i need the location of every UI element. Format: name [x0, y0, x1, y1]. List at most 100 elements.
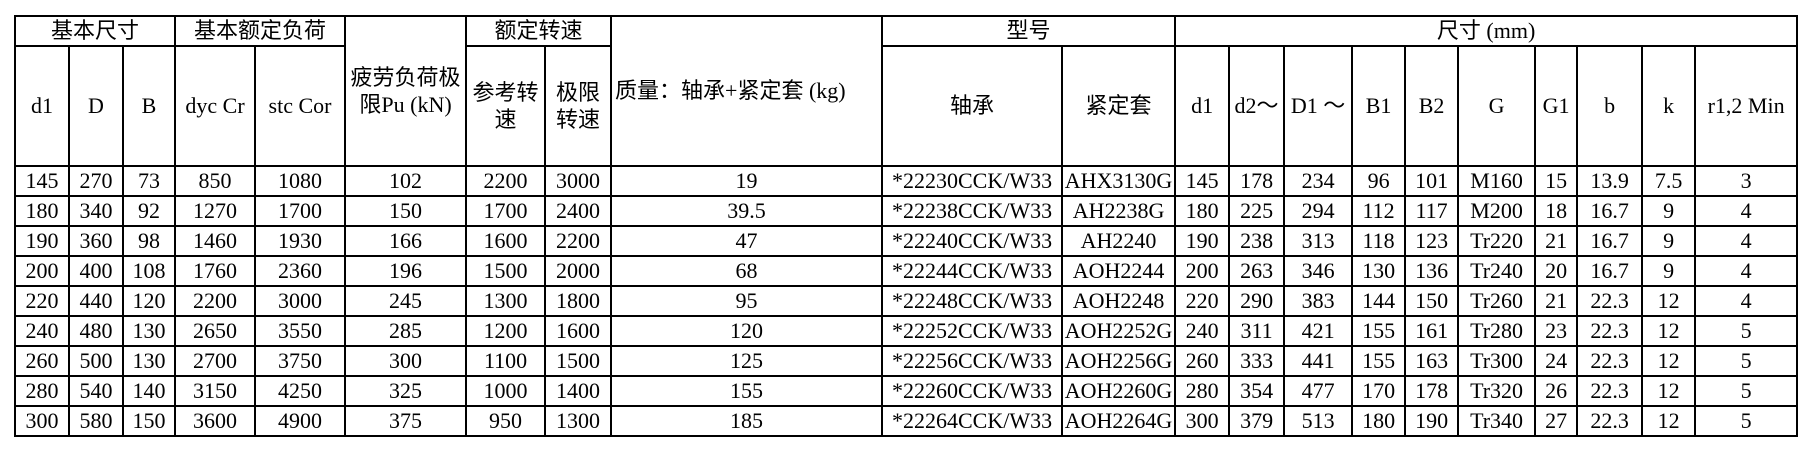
table-cell: 185 [610, 405, 884, 437]
table-cell: 12 [1641, 375, 1697, 407]
table-cell: 313 [1283, 225, 1354, 257]
table-cell: 4 [1694, 255, 1799, 287]
table-cell: 375 [344, 405, 468, 437]
table-cell: 263 [1228, 255, 1286, 287]
table-cell: 7.5 [1641, 165, 1697, 197]
table-cell: 22.3 [1576, 345, 1644, 377]
table-cell: 280 [1174, 375, 1231, 407]
table-cell: *22244CCK/W33 [881, 255, 1064, 287]
table-cell: 117 [1404, 195, 1460, 227]
table-cell: 12 [1641, 405, 1697, 437]
table-cell: 500 [68, 345, 124, 377]
table-cell: 13.9 [1576, 165, 1644, 197]
column-header: D [68, 45, 124, 167]
table-cell: 383 [1283, 285, 1354, 317]
table-cell: 12 [1641, 315, 1697, 347]
table-cell: 1080 [254, 165, 347, 197]
group-basic-dims: 基本尺寸 [13, 15, 177, 47]
table-cell: 4250 [254, 375, 347, 407]
table-cell: 850 [174, 165, 257, 197]
table-cell: *22256CCK/W33 [881, 345, 1064, 377]
table-row: 190 360 98 1460 1930 166 1600 2200 47 *22240CCK/W… [14, 225, 1799, 257]
table-cell: 1600 [544, 315, 613, 347]
table-cell: 1500 [544, 345, 613, 377]
table-cell: 238 [1228, 225, 1286, 257]
table-cell: 200 [1174, 255, 1231, 287]
table-cell: 1760 [174, 255, 257, 287]
table-row: 260 500 130 2700 3750 300 1100 1500 125 *22256CCK… [14, 345, 1799, 377]
table-cell: AH2238G [1061, 195, 1177, 227]
table-cell: 22.3 [1576, 315, 1644, 347]
table-cell: 360 [68, 225, 124, 257]
table-cell: 477 [1283, 375, 1354, 407]
table-cell: 2200 [544, 225, 613, 257]
table-cell: 5 [1694, 315, 1799, 347]
table-row: 180 340 92 1270 1700 150 1700 2400 39.5 *22238CCK… [14, 195, 1799, 227]
table-cell: 155 [610, 375, 884, 407]
table-cell: 270 [68, 165, 124, 197]
table-cell: 180 [14, 195, 70, 227]
table-cell: *22260CCK/W33 [881, 375, 1064, 407]
column-header: 参考转速 [465, 45, 547, 167]
table-cell: 150 [121, 405, 177, 437]
table-cell: 325 [344, 375, 468, 407]
column-header: k [1641, 45, 1697, 167]
table-cell: 5 [1694, 375, 1799, 407]
table-cell: 513 [1283, 405, 1354, 437]
table-cell: 4 [1694, 195, 1799, 227]
table-cell: 26 [1534, 375, 1579, 407]
table-cell: 2400 [544, 195, 613, 227]
table-cell: 190 [1404, 405, 1460, 437]
table-row: 300 580 150 3600 4900 375 950 1300 185 *22264CCK/… [14, 405, 1799, 437]
table-cell: 140 [121, 375, 177, 407]
table-cell: 5 [1694, 405, 1799, 437]
table-cell: Tr280 [1457, 315, 1537, 347]
table-cell: AH2240 [1061, 225, 1177, 257]
table-cell: 1200 [465, 315, 547, 347]
table-cell: 23 [1534, 315, 1579, 347]
table-cell: Tr240 [1457, 255, 1537, 287]
group-basic-load: 基本额定负荷 [174, 15, 347, 47]
table-cell: 294 [1283, 195, 1354, 227]
column-header: b [1576, 45, 1644, 167]
table-cell: 1270 [174, 195, 257, 227]
table-cell: 1100 [465, 345, 547, 377]
table-cell: 5 [1694, 345, 1799, 377]
table-cell: M200 [1457, 195, 1537, 227]
table-cell: 73 [121, 165, 177, 197]
table-cell: 150 [1404, 285, 1460, 317]
table-cell: 101 [1404, 165, 1460, 197]
table-cell: 20 [1534, 255, 1579, 287]
table-cell: 155 [1351, 345, 1407, 377]
table-cell: 285 [344, 315, 468, 347]
table-row: 240 480 130 2650 3550 285 1200 1600 120 *22252CCK… [14, 315, 1799, 347]
table-cell: *22264CCK/W33 [881, 405, 1064, 437]
table-cell: 95 [610, 285, 884, 317]
table-cell: 178 [1228, 165, 1286, 197]
column-header: D1 ～ [1283, 45, 1354, 167]
table-cell: 9 [1641, 195, 1697, 227]
table-cell: AOH2260G [1061, 375, 1177, 407]
table-cell: 950 [465, 405, 547, 437]
table-cell: 123 [1404, 225, 1460, 257]
table-cell: 112 [1351, 195, 1407, 227]
table-cell: 39.5 [610, 195, 884, 227]
table-cell: 16.7 [1576, 195, 1644, 227]
table-cell: AOH2244 [1061, 255, 1177, 287]
table-cell: 190 [14, 225, 70, 257]
table-cell: 21 [1534, 225, 1579, 257]
table-cell: AOH2248 [1061, 285, 1177, 317]
table-row: 280 540 140 3150 4250 325 1000 1400 155 *22260CCK… [14, 375, 1799, 407]
table-cell: 180 [1351, 405, 1407, 437]
column-header: 紧定套 [1061, 45, 1177, 167]
table-cell: 234 [1283, 165, 1354, 197]
table-cell: 240 [14, 315, 70, 347]
table-cell: *22230CCK/W33 [881, 165, 1064, 197]
table-cell: 240 [1174, 315, 1231, 347]
column-header: G [1457, 45, 1537, 167]
table-cell: 125 [610, 345, 884, 377]
table-cell: 300 [344, 345, 468, 377]
table-row: 145 270 73 850 1080 102 2200 3000 19 *22230CCK/W3… [14, 165, 1799, 197]
table-cell: 1400 [544, 375, 613, 407]
